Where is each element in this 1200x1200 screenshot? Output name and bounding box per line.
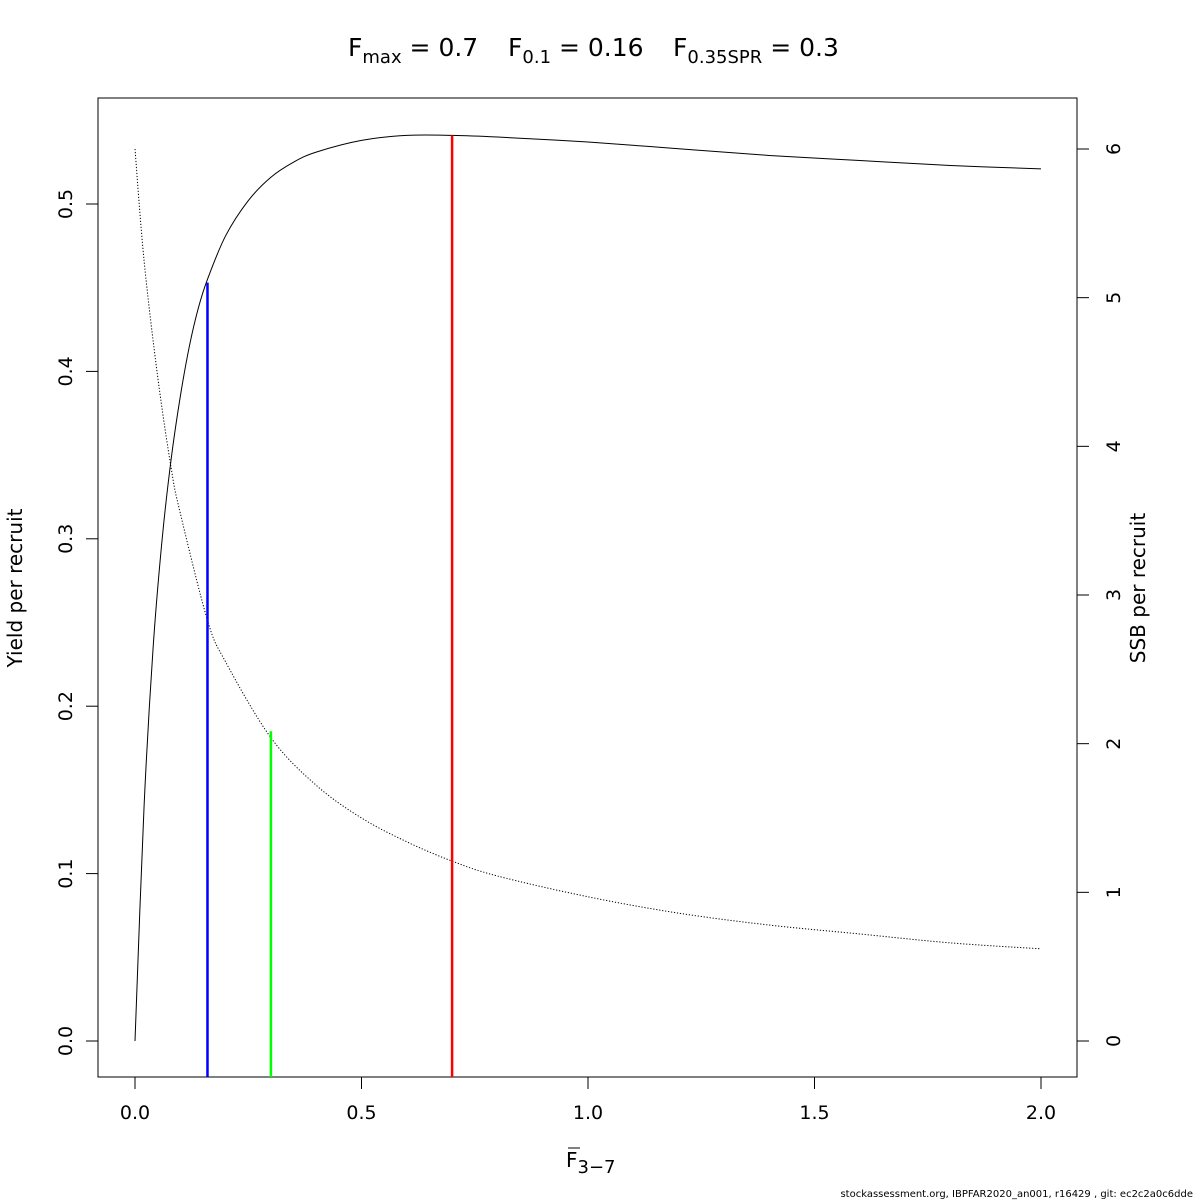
x-tick-label: 1.5 bbox=[799, 1102, 829, 1124]
x-tick-label: 1.0 bbox=[573, 1102, 603, 1124]
x-tick-label: 0.5 bbox=[346, 1102, 376, 1124]
axis-ticks: 0.0 0.5 1.0 1.5 2.0 0.0 0.1 0.2 0.3 0.4 0.5 0 1 2 3 4 5 6 bbox=[55, 143, 1125, 1124]
title-f01-symbol: F bbox=[508, 33, 522, 62]
y-left-tick-label: 0.1 bbox=[55, 858, 77, 888]
y-left-tick-label: 0.5 bbox=[55, 189, 77, 219]
footer-credit: stockassessment.org, IBPFAR2020_an001, r… bbox=[840, 1189, 1193, 1200]
chart-title: Fmax = 0.7 F0.1 = 0.16 F0.35SPR = 0.3 bbox=[348, 33, 839, 68]
title-f01-value: = 0.16 bbox=[551, 33, 644, 62]
y-right-tick-label: 2 bbox=[1103, 738, 1125, 750]
x-tick-label: 2.0 bbox=[1026, 1102, 1056, 1124]
title-f035spr-symbol: F bbox=[673, 33, 687, 62]
x-axis-label: F3−7 bbox=[566, 1148, 616, 1178]
x-axis-label-subscript: 3−7 bbox=[578, 1157, 616, 1178]
y-right-tick-label: 5 bbox=[1103, 292, 1125, 304]
ypr-line bbox=[134, 134, 1042, 1042]
title-fmax-symbol: F bbox=[348, 33, 362, 62]
plot-lines bbox=[134, 134, 1042, 1042]
y-axis-label-right: SSB per recruit bbox=[1126, 513, 1150, 664]
title-f035spr-subscript: 0.35SPR bbox=[687, 47, 762, 68]
title-f01-subscript: 0.1 bbox=[522, 47, 551, 68]
plot-frame bbox=[97, 97, 1078, 1078]
x-tick-label: 0.0 bbox=[120, 1102, 150, 1124]
title-fmax-value: = 0.7 bbox=[402, 33, 479, 62]
y-right-tick-label: 1 bbox=[1103, 886, 1125, 898]
title-f035spr-value: = 0.3 bbox=[762, 33, 839, 62]
y-left-tick-label: 0.4 bbox=[55, 356, 77, 386]
spr-line bbox=[134, 148, 1042, 950]
y-right-tick-label: 6 bbox=[1103, 143, 1125, 155]
y-right-tick-label: 0 bbox=[1103, 1035, 1125, 1047]
y-right-tick-label: 3 bbox=[1103, 589, 1125, 601]
y-left-tick-label: 0.2 bbox=[55, 691, 77, 721]
reference-lines bbox=[206, 135, 454, 1077]
y-axis-label-left: Yield per recruit bbox=[3, 508, 27, 668]
y-right-tick-label: 4 bbox=[1103, 440, 1125, 452]
y-left-tick-label: 0.3 bbox=[55, 524, 77, 554]
title-fmax-subscript: max bbox=[362, 47, 402, 68]
x-axis-label-symbol: F bbox=[566, 1148, 578, 1172]
y-left-tick-label: 0.0 bbox=[55, 1026, 77, 1056]
